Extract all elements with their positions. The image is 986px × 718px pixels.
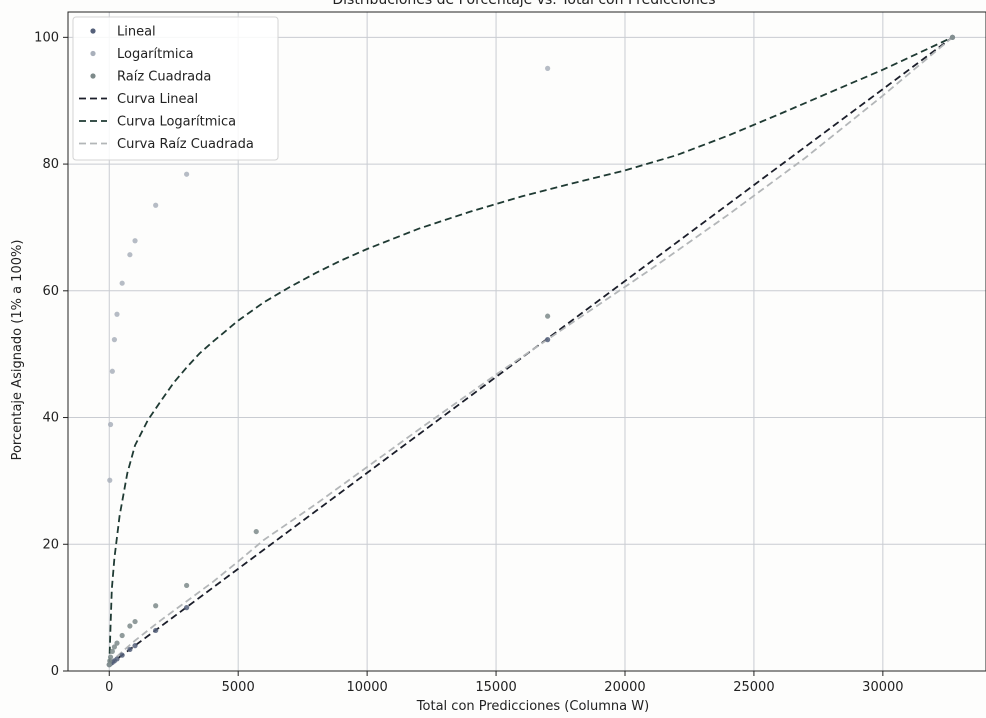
y-axis-title: Porcentaje Asignado (1% a 100%) xyxy=(10,240,25,461)
data-point-logaritmica xyxy=(107,421,114,428)
data-point-lineal xyxy=(127,646,133,653)
legend-box xyxy=(72,16,279,161)
data-point-lineal xyxy=(119,652,125,658)
data-point-raiz-cuadrada xyxy=(106,662,112,668)
series-layer xyxy=(106,34,956,668)
y-tick-label: 60 xyxy=(42,284,59,299)
legend-label-raiz-cuadrada: Raíz Cuadrada xyxy=(117,70,211,85)
data-point-raiz-cuadrada xyxy=(949,34,956,40)
grid-layer xyxy=(68,12,986,672)
x-tick-label: 5000 xyxy=(222,680,255,695)
legend: Lineal Logarítmica Raíz Cuadrada Curva Line… xyxy=(72,16,279,161)
series-line-curva-logaritmica xyxy=(108,36,953,665)
data-point-raiz-cuadrada xyxy=(107,654,114,660)
legend-label-curva-raiz-cuadrada: Curva Raíz Cuadrada xyxy=(117,137,254,152)
legend-label-lineal: Lineal xyxy=(117,25,156,40)
legend-marker-logaritmica xyxy=(90,50,96,57)
data-point-raiz-cuadrada xyxy=(545,313,551,319)
data-point-raiz-cuadrada xyxy=(132,618,138,625)
legend-marker-raiz-cuadrada xyxy=(90,73,96,79)
y-tick-label: 100 xyxy=(34,30,59,45)
y-tick-label: 80 xyxy=(42,157,59,172)
data-point-raiz-cuadrada xyxy=(127,623,133,629)
y-tick-label: 40 xyxy=(42,411,59,426)
y-tick-label: 0 xyxy=(51,664,59,679)
data-point-logaritmica xyxy=(107,477,113,483)
data-point-logaritmica xyxy=(114,311,120,317)
legend-label-curva-lineal: Curva Lineal xyxy=(117,92,198,107)
data-point-raiz-cuadrada xyxy=(153,603,159,609)
data-point-raiz-cuadrada xyxy=(119,632,125,639)
chart-title: Distribuciones de Porcentaje vs. Total c… xyxy=(332,0,715,8)
series-line-curva-raiz-cuadrada xyxy=(108,36,954,666)
data-point-lineal xyxy=(153,627,159,634)
legend-label-curva-logaritmica: Curva Logarítmica xyxy=(117,115,236,130)
data-point-logaritmica xyxy=(127,252,133,258)
tick-layer: 0 5000 10000 15000 20000 25000 30000 0 20 40 60 80 1… xyxy=(34,30,903,695)
data-point-logaritmica xyxy=(153,202,159,208)
data-point-raiz-cuadrada xyxy=(109,648,115,654)
plot-frame xyxy=(67,11,986,672)
data-point-logaritmica xyxy=(109,368,115,374)
data-point-lineal xyxy=(132,643,138,649)
data-point-logaritmica xyxy=(119,280,125,286)
data-point-raiz-cuadrada xyxy=(253,528,259,535)
x-tick-label: 20000 xyxy=(604,680,645,695)
data-point-lineal xyxy=(114,656,120,662)
data-point-lineal xyxy=(184,605,190,611)
x-tick-label: 10000 xyxy=(346,680,387,695)
y-tick-label: 20 xyxy=(42,537,59,552)
data-point-logaritmica xyxy=(184,171,190,177)
x-axis-title: Total con Predicciones (Columna W) xyxy=(416,699,649,714)
x-tick-label: 15000 xyxy=(475,680,516,695)
data-point-logaritmica xyxy=(111,336,118,343)
x-tick-label: 30000 xyxy=(862,680,903,695)
data-point-raiz-cuadrada xyxy=(184,582,190,589)
data-point-logaritmica xyxy=(545,65,551,71)
data-point-logaritmica xyxy=(132,238,138,244)
data-point-raiz-cuadrada xyxy=(114,640,120,646)
legend-label-logaritmica: Logarítmica xyxy=(117,47,194,62)
series-line-curva-lineal xyxy=(108,36,954,666)
x-tick-label: 25000 xyxy=(733,680,774,695)
legend-marker-lineal xyxy=(90,28,96,34)
data-point-raiz-cuadrada xyxy=(111,644,118,650)
data-point-lineal xyxy=(545,336,551,343)
x-tick-label: 0 xyxy=(105,680,113,695)
